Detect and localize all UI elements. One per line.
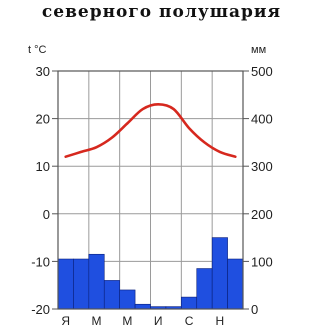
- precipitation-bar: [88, 253, 105, 310]
- precipitation-bar: [134, 303, 151, 310]
- precip-tick-label: 500: [251, 64, 273, 79]
- precip-tick-label: 400: [251, 112, 273, 127]
- temp-tick-label: 10: [36, 159, 50, 174]
- temperature-line: [64, 103, 237, 158]
- month-label: С: [185, 314, 194, 327]
- precipitation-bar: [196, 268, 213, 310]
- month-label: Я: [61, 314, 70, 327]
- temp-tick-label: 0: [43, 207, 50, 222]
- precip-tick-label: 200: [251, 207, 273, 222]
- temperature-curve: [64, 103, 237, 158]
- month-label: И: [154, 314, 163, 327]
- precip-tick-label: 0: [251, 302, 258, 317]
- precipitation-bar: [181, 296, 198, 310]
- temp-tick-label: -20: [31, 302, 50, 317]
- chart-title: северного полушария: [41, 2, 282, 22]
- precipitation-bar: [119, 289, 136, 310]
- plot-frame: [57, 70, 244, 310]
- precipitation-bar: [73, 258, 90, 310]
- precipitation-bar: [57, 258, 74, 310]
- precipitation-bar: [103, 280, 120, 310]
- precip-tick-label: 300: [251, 159, 273, 174]
- month-label: М: [122, 314, 132, 327]
- month-label: М: [92, 314, 102, 327]
- chart-frame: [57, 70, 244, 310]
- precip-tick-label: 100: [251, 254, 273, 269]
- precipitation-bar: [227, 258, 244, 310]
- temp-tick-label: -10: [31, 254, 50, 269]
- precip-axis-label: мм: [251, 44, 266, 56]
- month-label: Н: [216, 314, 225, 327]
- precipitation-bar: [211, 237, 228, 310]
- precipitation-bars: [57, 237, 244, 310]
- temp-axis-label: t °C: [28, 44, 47, 56]
- temp-tick-label: 30: [36, 64, 50, 79]
- temp-tick-label: 20: [36, 112, 50, 127]
